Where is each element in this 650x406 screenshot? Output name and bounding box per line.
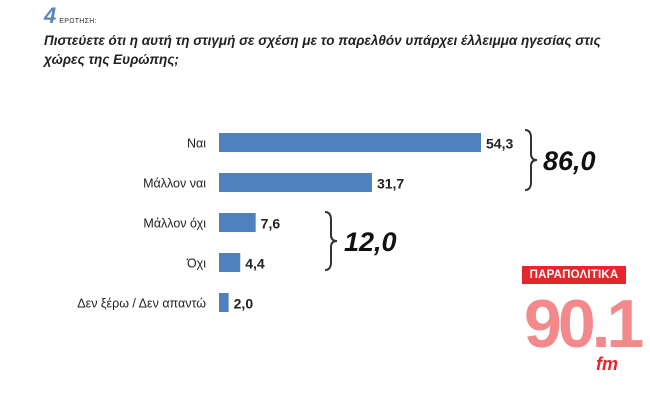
group-brace [324,211,338,271]
category-label: Δεν ξέρω / Δεν απαντώ [77,297,206,311]
logo-top-text: ΠΑΡΑΠΟΛΙΤΙΚΑ [522,266,626,284]
bar [219,293,229,312]
radio-logo: ΠΑΡΑΠΟΛΙΤΙΚΑ 90.1 fm [522,266,644,386]
group-brace [524,129,538,191]
value-label: 54,3 [486,136,513,152]
value-label: 2,0 [234,296,254,312]
logo-suffix: fm [596,354,618,374]
value-label: 4,4 [245,256,265,272]
question-text: Πιστεύετε ότι η αυτή τη στιγμή σε σχέση … [44,33,601,67]
value-label: 31,7 [377,176,404,192]
category-label: Όχι [186,257,206,271]
category-label: Ναι [187,137,206,151]
group-total-label: 12,0 [344,227,397,257]
question-number: 4 [44,3,56,28]
bar [219,133,481,152]
category-label: Μάλλον όχι [143,217,206,231]
question-number-block: 4 ΕΡΩΤΗΣΗ: [44,5,97,27]
category-label: Μάλλον ναι [143,177,206,191]
bar [219,173,372,192]
bar [219,213,256,232]
bar [219,253,241,272]
question-label: ΕΡΩΤΗΣΗ: [59,18,97,25]
value-label: 7,6 [261,216,281,232]
logo-number: 90.1 [524,286,644,362]
group-total-label: 86,0 [543,146,596,176]
logo-body: 90.1 fm [522,286,644,386]
